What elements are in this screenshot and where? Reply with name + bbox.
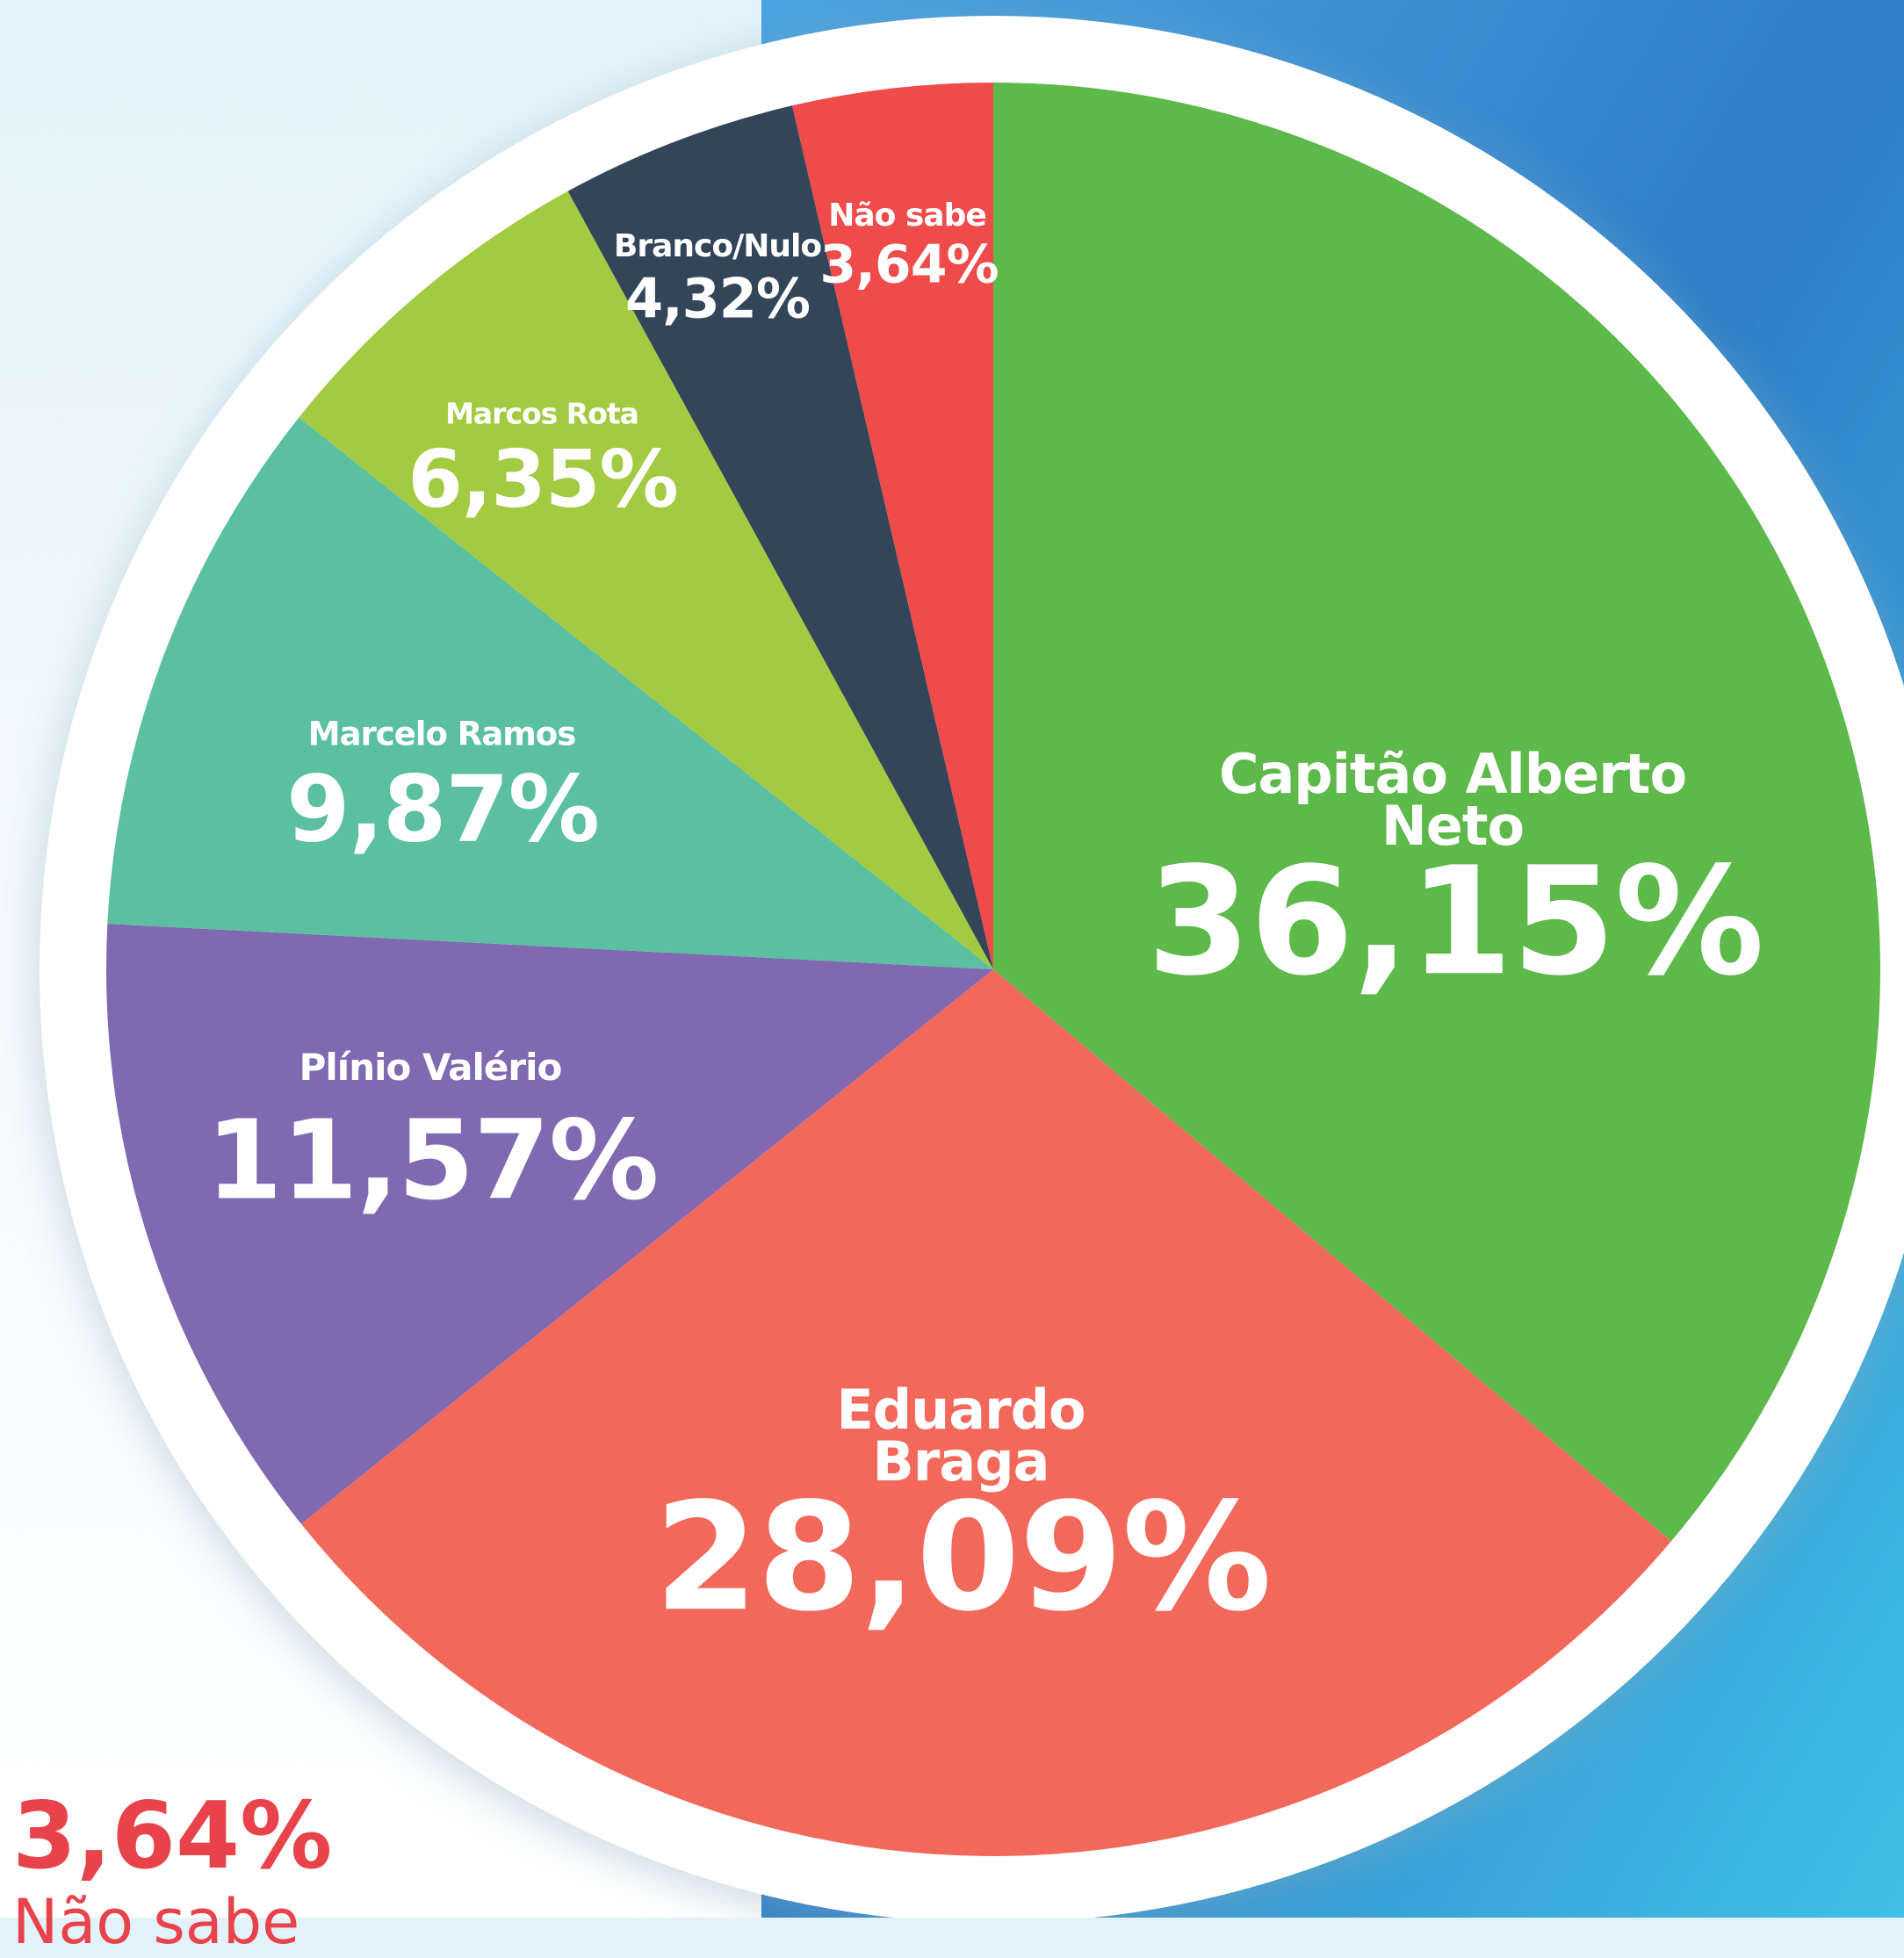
slice-value: 3,64% (819, 234, 999, 296)
slice-value: 11,57% (206, 1097, 660, 1225)
slice-value: 4,32% (624, 266, 811, 331)
slice-value: 9,87% (286, 755, 600, 863)
pie-slice (300, 969, 1671, 1856)
slice-name: Marcelo Ramos (307, 715, 577, 753)
slice-value: 6,35% (407, 433, 678, 526)
slice-name: Branco/Nulo (613, 227, 822, 264)
pie-slice (107, 417, 994, 969)
slice-name: Eduardo Braga (836, 1378, 1085, 1494)
pie-slice (567, 105, 993, 970)
slice-name: Plínio Valério (299, 1046, 563, 1090)
chart (105, 83, 1881, 1856)
pie-slice (791, 83, 993, 969)
slice-value: 28,09% (653, 1471, 1272, 1645)
slice-name: Capitão Alberto Neto (1218, 742, 1687, 858)
side-value: 3,64% (12, 1782, 333, 1890)
pie-slice (299, 191, 993, 970)
slice-name: Não sabe (828, 197, 987, 234)
slice-name: Marcos Rota (445, 396, 639, 431)
slice-value: 36,15% (1146, 835, 1764, 1010)
pie-slice (105, 924, 993, 1524)
pie-slice (993, 83, 1881, 1542)
side-label: Não sabe (12, 1886, 300, 1958)
